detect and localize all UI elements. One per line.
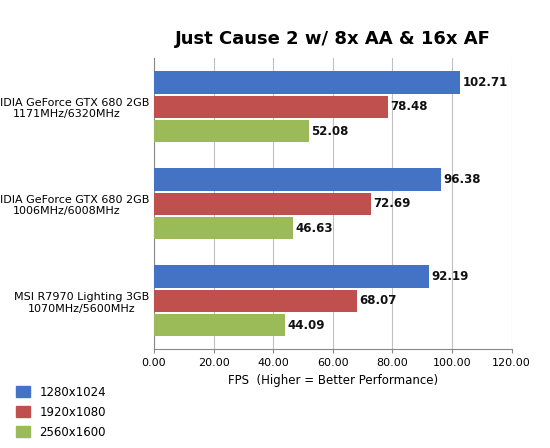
Text: 92.19: 92.19: [431, 270, 469, 283]
Text: 52.08: 52.08: [311, 125, 349, 138]
Legend: 1280x1024, 1920x1080, 2560x1600: 1280x1024, 1920x1080, 2560x1600: [11, 381, 111, 444]
Bar: [154, 290, 357, 312]
Text: 72.69: 72.69: [373, 197, 410, 211]
Bar: [154, 168, 441, 191]
Text: 46.63: 46.63: [295, 222, 333, 235]
Bar: [154, 71, 460, 94]
Text: 102.71: 102.71: [463, 76, 508, 89]
Title: Just Cause 2 w/ 8x AA & 16x AF: Just Cause 2 w/ 8x AA & 16x AF: [175, 30, 491, 48]
Bar: [154, 314, 285, 336]
Bar: [154, 266, 428, 288]
Text: 68.07: 68.07: [359, 294, 397, 307]
Text: 78.48: 78.48: [390, 100, 428, 113]
Bar: [154, 95, 388, 118]
Bar: [154, 193, 371, 215]
Text: 96.38: 96.38: [443, 173, 481, 186]
Bar: [154, 217, 293, 239]
Bar: [154, 120, 309, 142]
X-axis label: FPS  (Higher = Better Performance): FPS (Higher = Better Performance): [228, 374, 438, 387]
Text: 44.09: 44.09: [288, 319, 325, 332]
